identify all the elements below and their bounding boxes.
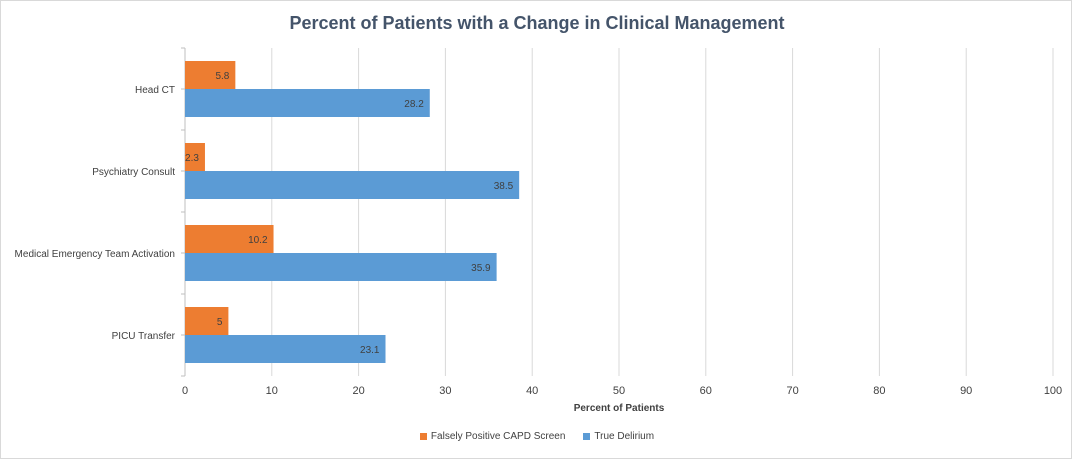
legend-item: Falsely Positive CAPD Screen bbox=[419, 431, 566, 442]
data-label: 5.8 bbox=[215, 71, 229, 82]
legend-swatch bbox=[419, 433, 427, 440]
data-label: 38.5 bbox=[494, 181, 514, 192]
x-tick-label: 90 bbox=[960, 385, 972, 397]
data-label: 28.2 bbox=[404, 99, 424, 110]
bar bbox=[185, 335, 386, 363]
x-tick-label: 20 bbox=[352, 385, 364, 397]
bar bbox=[185, 253, 497, 281]
bar bbox=[185, 307, 229, 335]
x-tick-label: 0 bbox=[182, 385, 188, 397]
x-tick-label: 50 bbox=[613, 385, 625, 397]
legend-item: True Delirium bbox=[583, 431, 654, 442]
bar bbox=[185, 61, 236, 89]
data-label: 23.1 bbox=[360, 345, 380, 356]
data-label: 10.2 bbox=[248, 235, 268, 246]
x-tick-label: 30 bbox=[439, 385, 451, 397]
data-label: 35.9 bbox=[471, 263, 491, 274]
x-tick-label: 40 bbox=[526, 385, 538, 397]
bar bbox=[185, 225, 274, 253]
category-label: Head CT bbox=[135, 85, 175, 96]
data-label: 5 bbox=[217, 317, 223, 328]
bar bbox=[185, 143, 205, 171]
legend-swatch bbox=[583, 433, 591, 440]
x-tick-label: 80 bbox=[873, 385, 885, 397]
category-label: Medical Emergency Team Activation bbox=[15, 249, 175, 260]
legend-label: Falsely Positive CAPD Screen bbox=[430, 431, 566, 442]
x-tick-label: 70 bbox=[786, 385, 798, 397]
x-tick-label: 60 bbox=[700, 385, 712, 397]
category-label: Psychiatry Consult bbox=[92, 167, 175, 178]
x-tick-label: 100 bbox=[1044, 385, 1062, 397]
bar bbox=[185, 171, 520, 199]
chart-legend: Falsely Positive CAPD Screen True Deliriu… bbox=[1, 431, 1072, 442]
category-label: PICU Transfer bbox=[112, 331, 176, 342]
x-axis-title: Percent of Patients bbox=[574, 403, 665, 414]
x-tick-label: 10 bbox=[266, 385, 278, 397]
data-label: 2.3 bbox=[185, 153, 199, 164]
legend-label: True Delirium bbox=[594, 431, 655, 442]
bar bbox=[185, 89, 430, 117]
chart-title: Percent of Patients with a Change in Cli… bbox=[289, 13, 785, 33]
